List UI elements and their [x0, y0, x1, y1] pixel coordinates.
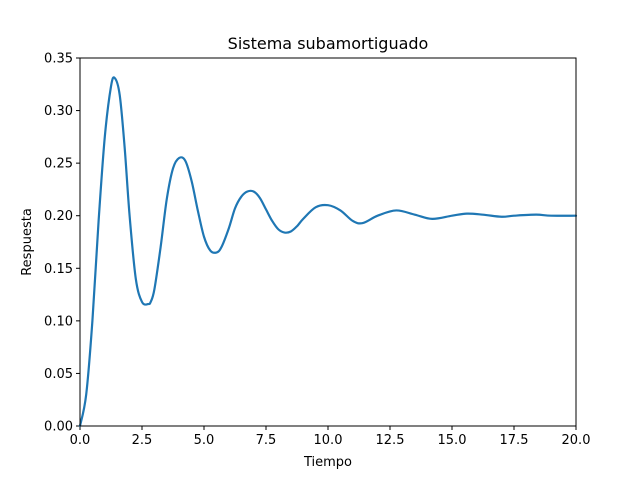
response-series-line [78, 76, 578, 428]
x-axis-label: Tiempo [303, 455, 352, 470]
x-tick-label: 0.0 [70, 433, 91, 448]
x-tick-label: 20.0 [562, 433, 591, 448]
y-tick-label: 0.20 [44, 209, 73, 224]
y-tick-label: 0.30 [44, 104, 73, 119]
x-axis-ticks: 0.0 2.5 5.0 7.5 10.0 12.5 15.0 17.5 20.0 [70, 426, 591, 448]
y-axis-ticks: 0.00 0.05 0.10 0.15 0.20 0.25 0.30 0.35 [44, 52, 80, 435]
y-tick-label: 0.15 [44, 262, 73, 277]
y-tick-label: 0.25 [44, 157, 73, 172]
x-tick-label: 5.0 [194, 433, 215, 448]
y-axis-label: Respuesta [20, 208, 35, 276]
x-tick-label: 7.5 [256, 433, 277, 448]
y-tick-label: 0.35 [44, 52, 73, 67]
y-tick-label: 0.05 [44, 367, 73, 382]
x-tick-label: 2.5 [132, 433, 153, 448]
chart-title: Sistema subamortiguado [228, 34, 429, 53]
y-tick-label: 0.00 [44, 420, 73, 435]
x-tick-label: 10.0 [314, 433, 343, 448]
y-tick-label: 0.10 [44, 314, 73, 329]
axes-frame [79, 57, 577, 427]
x-tick-label: 12.5 [376, 433, 405, 448]
x-tick-label: 15.0 [438, 433, 467, 448]
x-tick-label: 17.5 [500, 433, 529, 448]
